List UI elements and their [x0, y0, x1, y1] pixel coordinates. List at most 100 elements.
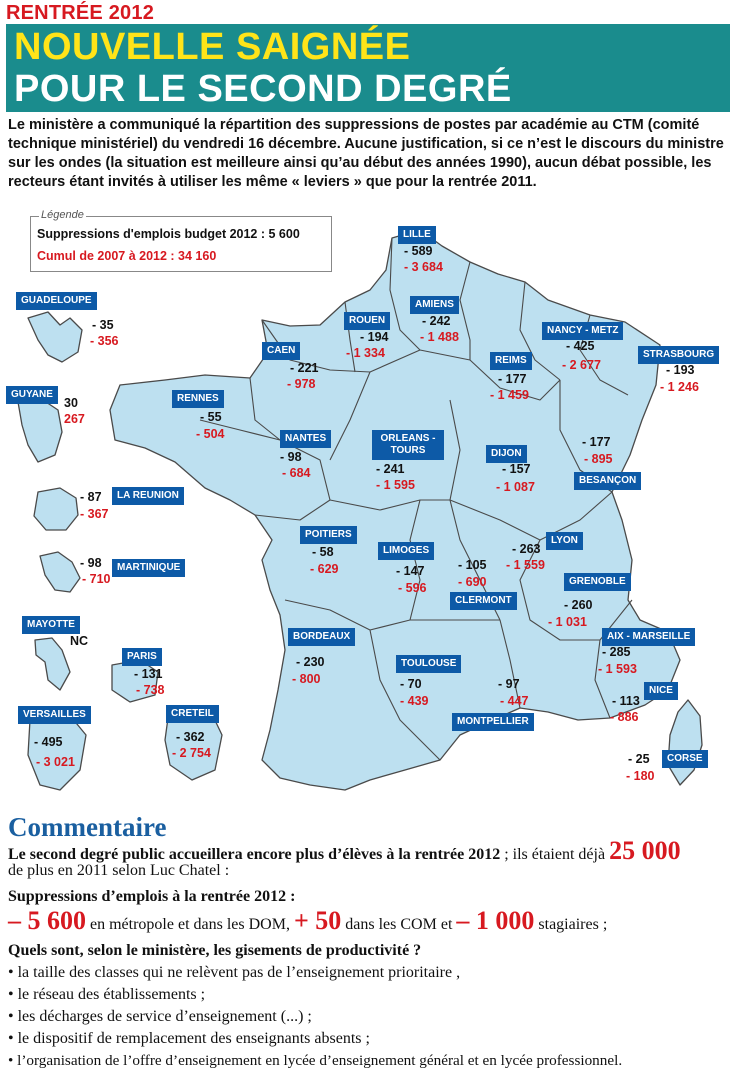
cumul-lyon: - 1 559 — [506, 558, 545, 572]
value-poitiers: - 58 — [312, 545, 334, 559]
figure-stagiaires: – 1 000 — [456, 906, 535, 935]
value-nantes: - 98 — [280, 450, 302, 464]
value-versailles: - 495 — [34, 735, 63, 749]
value-grenoble: - 260 — [564, 598, 593, 612]
label-rennes: RENNES — [172, 390, 224, 408]
value-rennes: - 55 — [200, 410, 222, 424]
value-amiens: - 242 — [422, 314, 451, 328]
value-besancon: - 177 — [582, 435, 611, 449]
label-grenoble: GRENOBLE — [564, 573, 631, 591]
cumul-poitiers: - 629 — [310, 562, 339, 576]
label-aix-marseille: AIX - MARSEILLE — [602, 628, 696, 646]
cumul-amiens: - 1 488 — [420, 330, 459, 344]
cumul-aix-marseille: - 1 593 — [598, 662, 637, 676]
kicker: RENTRÉE 2012 — [6, 2, 155, 24]
cumul-nice: - 886 — [610, 710, 639, 724]
cumul-nantes: - 684 — [282, 466, 311, 480]
commentary-p1-big: 25 000 — [609, 836, 681, 865]
legend-budget-2012: Suppressions d'emplois budget 2012 : 5 6… — [37, 227, 300, 241]
cumul-corse: - 180 — [626, 769, 655, 783]
cumul-besancon: - 895 — [584, 452, 613, 466]
value-guadeloupe: - 35 — [92, 318, 114, 332]
label-creteil: CRETEIL — [166, 705, 219, 723]
figure-metropole: – 5 600 — [8, 906, 86, 935]
cumul-creteil: - 2 754 — [172, 746, 211, 760]
label-nantes: NANTES — [280, 430, 332, 448]
label-caen: CAEN — [262, 342, 301, 360]
commentary-line-1: Le second degré public accueillera encor… — [8, 836, 681, 866]
cumul-limoges: - 596 — [398, 581, 427, 595]
value-rouen: - 194 — [360, 330, 389, 344]
value-toulouse: - 70 — [400, 677, 422, 691]
cumul-orleans-tours: - 1 595 — [376, 478, 415, 492]
figure-text-3: stagiaires ; — [534, 916, 608, 933]
legend-box: Légende Suppressions d'emplois budget 20… — [30, 209, 332, 272]
value-nice: - 113 — [612, 694, 640, 708]
france-map — [17, 229, 703, 791]
cumul-guyane: 267 — [64, 412, 85, 426]
value-bordeaux: - 230 — [296, 655, 325, 669]
cumul-guadeloupe: - 356 — [90, 334, 119, 348]
value-lille: - 589 — [404, 244, 433, 258]
label-paris: PARIS — [122, 648, 162, 666]
label-martinique: MARTINIQUE — [112, 559, 186, 577]
label-la-reunion: LA REUNION — [112, 487, 184, 505]
cumul-dijon: - 1 087 — [496, 480, 535, 494]
cumul-grenoble: - 1 031 — [548, 615, 587, 629]
title-banner: NOUVELLE SAIGNÉE POUR LE SECOND DEGRÉ — [6, 24, 730, 112]
commentary-line-2: de plus en 2011 selon Luc Chatel : — [8, 862, 230, 879]
label-clermont: CLERMONT — [450, 592, 517, 610]
title-line-1: NOUVELLE SAIGNÉE — [14, 26, 411, 68]
commentary-p1-bold: Le second degré public accueillera encor… — [8, 846, 501, 863]
versailles-shape — [27, 717, 87, 791]
cumul-martinique: - 710 — [82, 572, 111, 586]
commentary-h2: Suppressions d’emplois à la rentrée 2012… — [8, 888, 296, 905]
label-besancon: BESANÇON — [574, 472, 642, 490]
cumul-nancy-metz: - 2 677 — [562, 358, 601, 372]
value-caen: - 221 — [290, 361, 319, 375]
label-bordeaux: BORDEAUX — [288, 628, 356, 646]
legend-title: Légende — [39, 209, 86, 221]
label-guyane: GUYANE — [6, 386, 58, 404]
legend-cumul: Cumul de 2007 à 2012 : 34 160 — [37, 249, 217, 263]
bullet-item: • la taille des classes qui ne relèvent … — [8, 964, 461, 981]
cumul-la-reunion: - 367 — [80, 507, 109, 521]
commentary-p1-rest: ; ils étaient déjà — [500, 846, 610, 863]
label-orleans-tours: ORLEANS - TOURS — [372, 430, 444, 460]
cumul-paris: - 738 — [136, 683, 165, 697]
bullet-item: • les décharges de service d’enseignemen… — [8, 1008, 312, 1025]
value-lyon: - 263 — [512, 542, 541, 556]
commentary-figures-line: – 5 600 en métropole et dans les DOM, + … — [8, 906, 607, 936]
value-limoges: - 147 — [396, 564, 425, 578]
figure-text-2: dans les COM et — [341, 916, 457, 933]
value-aix-marseille: - 285 — [602, 645, 631, 659]
bullet-item: • le dispositif de remplacement des ense… — [8, 1030, 370, 1047]
label-corse: CORSE — [662, 750, 708, 768]
cumul-clermont: - 690 — [458, 575, 487, 589]
value-dijon: - 157 — [502, 462, 531, 476]
label-montpellier: MONTPELLIER — [452, 713, 534, 731]
cumul-rennes: - 504 — [196, 427, 225, 441]
label-toulouse: TOULOUSE — [396, 655, 462, 673]
guyane-shape — [17, 397, 63, 463]
metropole-outline — [109, 229, 681, 791]
cumul-versailles: - 3 021 — [36, 755, 75, 769]
value-mayotte: NC — [70, 634, 89, 648]
label-poitiers: POITIERS — [300, 526, 357, 544]
value-la-reunion: - 87 — [80, 490, 102, 504]
label-nice: NICE — [644, 682, 678, 700]
value-paris: - 131 — [134, 667, 163, 681]
value-orleans-tours: - 241 — [376, 462, 405, 476]
value-corse: - 25 — [628, 752, 650, 766]
intro-paragraph: Le ministère a communiqué la répartition… — [8, 117, 724, 190]
cumul-montpellier: - 447 — [500, 694, 529, 708]
value-reims: - 177 — [498, 372, 527, 386]
label-versailles: VERSAILLES — [18, 706, 91, 724]
value-guyane: 30 — [64, 396, 78, 410]
label-dijon: DIJON — [486, 445, 527, 463]
cumul-lille: - 3 684 — [404, 260, 443, 274]
title-line-2: POUR LE SECOND DEGRÉ — [14, 68, 512, 110]
label-reims: REIMS — [490, 352, 532, 370]
guadeloupe-shape — [27, 311, 83, 363]
cumul-reims: - 1 459 — [490, 388, 529, 402]
